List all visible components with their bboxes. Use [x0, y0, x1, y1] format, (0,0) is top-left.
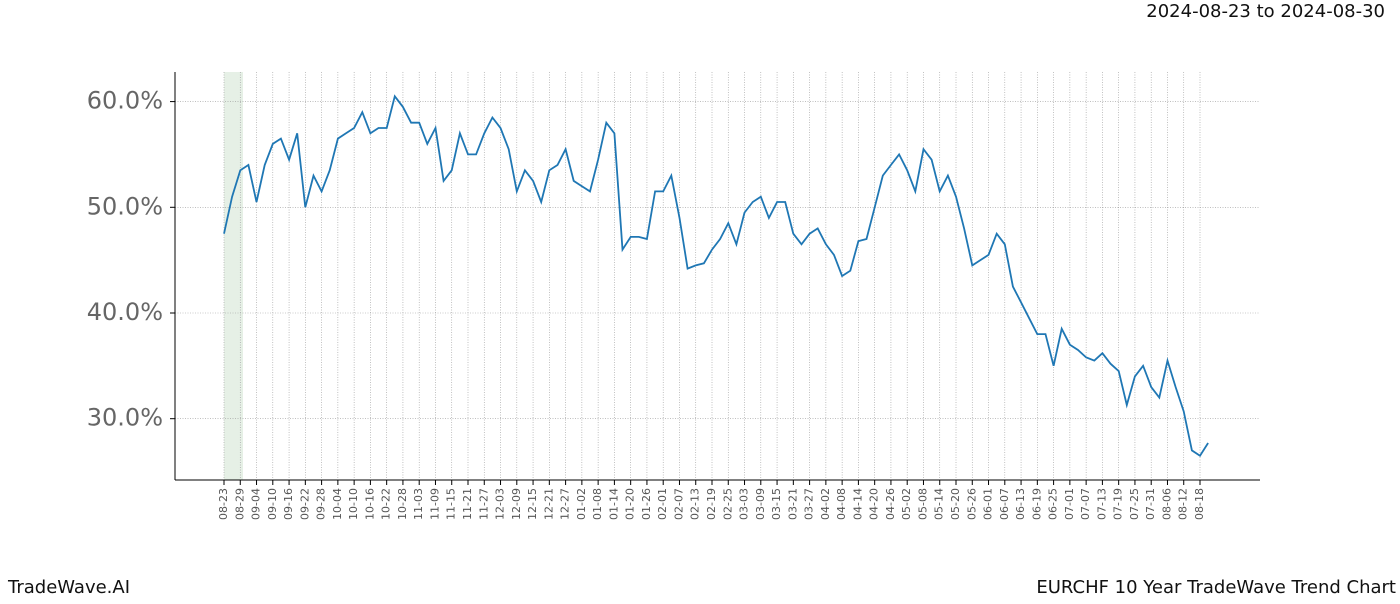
- x-tick-label: 05-14: [933, 488, 946, 520]
- x-tick-label: 02-07: [672, 488, 685, 520]
- x-tick-label: 09-28: [315, 488, 328, 520]
- x-tick-label: 10-16: [363, 488, 376, 520]
- x-tick-label: 08-06: [1160, 488, 1173, 520]
- x-tick-label: 04-20: [868, 488, 881, 520]
- x-tick-label: 07-19: [1112, 488, 1125, 520]
- y-tick-label: 50.0%: [87, 192, 163, 220]
- x-tick-label: 12-21: [542, 488, 555, 520]
- x-tick-label: 09-10: [266, 488, 279, 520]
- x-tick-label: 03-15: [770, 488, 783, 520]
- x-tick-label: 07-25: [1128, 488, 1141, 520]
- x-tick-label: 08-12: [1177, 488, 1190, 520]
- x-tick-label: 10-28: [396, 488, 409, 520]
- x-tick-label: 03-27: [803, 488, 816, 520]
- series-line: [223, 94, 1209, 457]
- x-tick-label: 02-13: [689, 488, 702, 520]
- plot: [223, 94, 1209, 457]
- x-tick-label: 02-25: [721, 488, 734, 520]
- x-tick-label: 05-02: [900, 488, 913, 520]
- x-tick-label: 07-13: [1095, 488, 1108, 520]
- x-tick-label: 08-23: [217, 488, 230, 520]
- x-tick-label: 10-04: [331, 488, 344, 520]
- x-tick-label: 10-22: [380, 488, 393, 520]
- x-tick-label: 05-08: [916, 488, 929, 520]
- x-tick-label: 10-10: [347, 488, 360, 520]
- x-tick-label: 11-27: [477, 488, 490, 520]
- x-tick-label: 09-22: [298, 488, 311, 520]
- x-tick-label: 02-19: [705, 488, 718, 520]
- x-tick-label: 06-19: [1030, 488, 1043, 520]
- x-tick-label: 01-02: [575, 488, 588, 520]
- date-range: 2024-08-23 to 2024-08-30: [1146, 1, 1385, 22]
- y-tick-label: 40.0%: [87, 298, 163, 326]
- x-tick-label: 07-01: [1063, 488, 1076, 520]
- x-tick-label: 12-09: [510, 488, 523, 520]
- x-tick-label: 08-29: [233, 488, 246, 520]
- x-tick-label: 02-01: [656, 488, 669, 520]
- x-tick-label: 04-08: [835, 488, 848, 520]
- x-tick-label: 12-27: [559, 488, 572, 520]
- x-tick-label: 01-08: [591, 488, 604, 520]
- chart-name: EURCHF 10 Year TradeWave Trend Chart: [1036, 577, 1396, 598]
- brand: TradeWave.AI: [7, 577, 130, 598]
- x-tick-label: 11-03: [412, 488, 425, 520]
- x-tick-label: 08-18: [1193, 488, 1206, 520]
- x-tick-label: 07-07: [1079, 488, 1092, 520]
- x-tick-label: 04-14: [851, 488, 864, 520]
- y-tick-label: 30.0%: [87, 404, 163, 432]
- x-tick-label: 11-09: [428, 488, 441, 520]
- x-tick-label: 06-07: [998, 488, 1011, 520]
- x-tick-label: 07-31: [1144, 488, 1157, 520]
- x-tick-label: 09-04: [250, 488, 263, 520]
- x-tick-label: 11-15: [445, 488, 458, 520]
- x-tick-label: 04-26: [884, 488, 897, 520]
- y-tick-label: 60.0%: [87, 87, 163, 115]
- x-tick-label: 05-20: [949, 488, 962, 520]
- x-tick-label: 12-03: [494, 488, 507, 520]
- x-tick-label: 05-26: [965, 488, 978, 520]
- x-tick-label: 11-21: [461, 488, 474, 520]
- x-tick-label: 01-14: [607, 488, 620, 520]
- x-tick-label: 03-21: [786, 488, 799, 520]
- x-tick-label: 06-13: [1014, 488, 1027, 520]
- x-tick-label: 01-26: [640, 488, 653, 520]
- x-tick-label: 04-02: [819, 488, 832, 520]
- x-tick-label: 06-01: [982, 488, 995, 520]
- x-tick-label: 09-16: [282, 488, 295, 520]
- x-tick-label: 12-15: [526, 488, 539, 520]
- x-tick-label: 01-20: [624, 488, 637, 520]
- grid: [175, 72, 1260, 480]
- x-tick-label: 03-09: [754, 488, 767, 520]
- x-tick-label: 06-25: [1047, 488, 1060, 520]
- x-tick-label: 03-03: [738, 488, 751, 520]
